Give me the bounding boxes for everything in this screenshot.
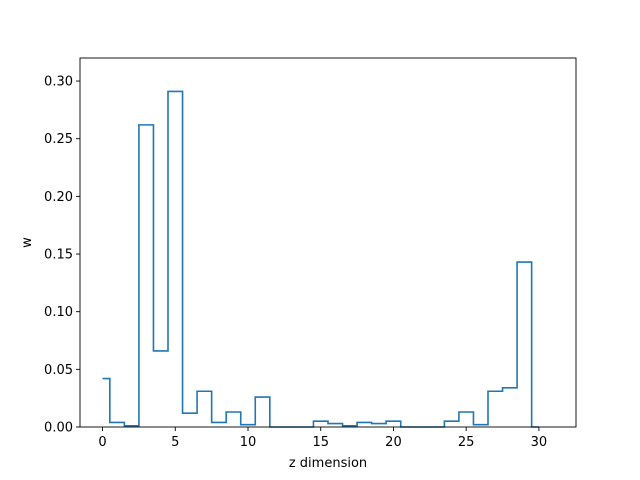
x-axis-ticks: 0 5 10 15 20 25 30: [98, 427, 547, 450]
plot-area: [79, 57, 577, 428]
y-tick-label: 0.20: [44, 190, 73, 205]
y-tick-label: 0.15: [44, 248, 73, 263]
y-axis-ticks: 0.00 0.05 0.10 0.15 0.20 0.25 0.30: [44, 75, 80, 436]
y-axis-label: w: [20, 237, 35, 248]
x-tick-label: 0: [98, 435, 106, 450]
y-tick-label: 0.25: [44, 132, 73, 147]
x-tick-label: 20: [385, 435, 402, 450]
x-tick-label: 5: [171, 435, 179, 450]
x-tick-label: 30: [531, 435, 548, 450]
x-axis-label: z dimension: [289, 456, 367, 471]
y-tick-label: 0.00: [44, 421, 73, 436]
y-tick-label: 0.10: [44, 305, 73, 320]
series-step-line: [102, 90, 539, 428]
y-tick-label: 0.30: [44, 75, 73, 90]
x-tick-label: 25: [458, 435, 475, 450]
x-tick-label: 10: [240, 435, 257, 450]
axes-frame: [79, 57, 577, 428]
y-tick-label: 0.05: [44, 363, 73, 378]
x-tick-label: 15: [312, 435, 329, 450]
